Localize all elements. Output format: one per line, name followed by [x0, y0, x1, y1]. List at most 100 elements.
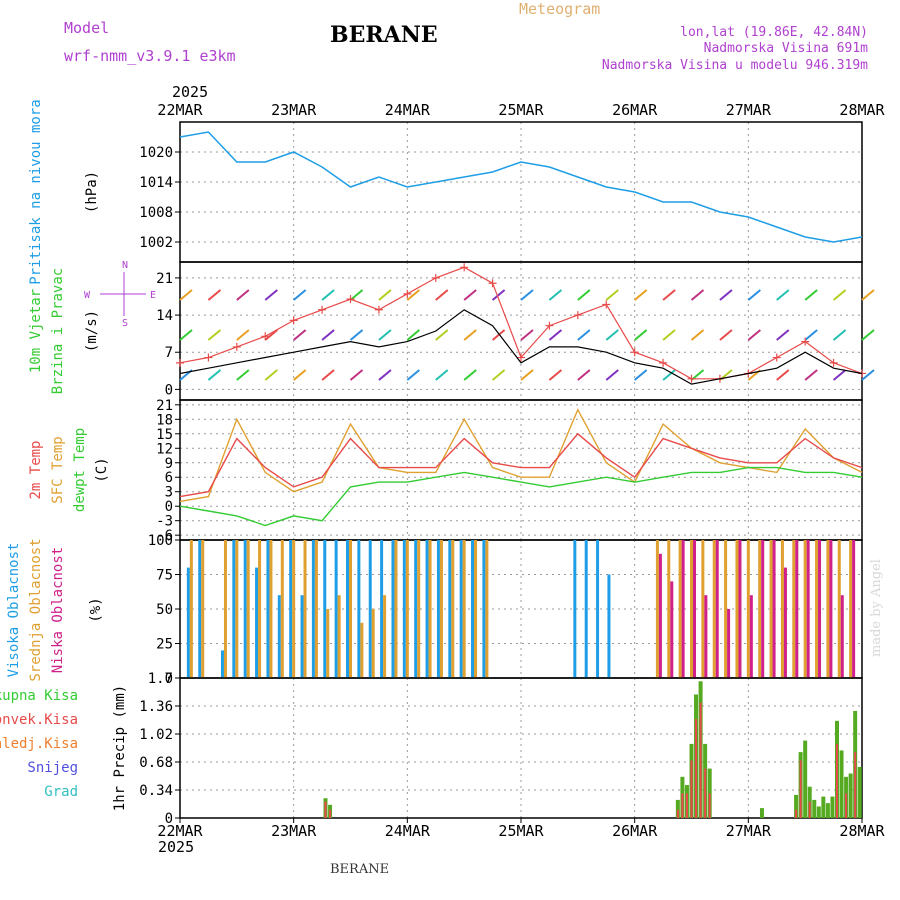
cloud-low-bar — [727, 609, 731, 678]
cloud-high-bar — [414, 540, 418, 678]
y-tick-label: 25 — [156, 637, 173, 653]
cloud-mid-bar — [383, 595, 387, 678]
wind-arrow — [861, 369, 875, 381]
wind-gust-marker — [517, 353, 525, 362]
wind-arrow — [776, 329, 790, 341]
cloud-mid-bar — [417, 540, 421, 678]
x-tick-label-bottom: 22MAR — [157, 822, 203, 840]
wind-arrow — [321, 369, 335, 381]
pressure-series-line — [179, 131, 863, 243]
y-tick-label: 21 — [156, 271, 173, 287]
wind-arrow — [293, 369, 307, 381]
cloud-mid-bar — [235, 540, 239, 678]
precip-convective-bar — [329, 809, 332, 818]
y-tick-label: 9 — [165, 456, 173, 472]
station-title: BERANE — [330, 22, 438, 48]
x-tick-label-top: 27MAR — [726, 101, 772, 119]
precip-convective-bar — [676, 809, 679, 818]
wind-arrow — [861, 329, 875, 341]
y-tick-label: 15 — [156, 427, 173, 443]
wind-arrow — [293, 329, 307, 341]
cloud-low-bar — [693, 540, 696, 678]
y-tick-label: 75 — [156, 568, 173, 584]
year-top: 2025 — [172, 83, 209, 101]
precip-convective-bar — [835, 743, 838, 818]
wind-arrow — [548, 329, 563, 341]
wind-arrow — [804, 369, 818, 381]
y-tick-label: 1.36 — [139, 699, 173, 715]
wind-gust-marker — [659, 358, 668, 367]
wind-arrow — [349, 329, 364, 341]
cloud-mid-bar — [258, 540, 262, 678]
cloud-low-bar — [715, 540, 719, 678]
wind-arrow — [406, 329, 420, 341]
compass-south: S — [122, 318, 128, 329]
y-tick-label: -6 — [156, 528, 173, 544]
cloud-high-bar — [198, 540, 202, 678]
lonlat-label: lon,lat (19.86E, 42.84N) — [680, 25, 868, 40]
precip-legend-4: Grad — [44, 784, 78, 800]
wind-arrow — [491, 289, 506, 301]
cloud-high-bar — [368, 540, 372, 678]
wind-gust-marker — [374, 305, 383, 314]
y-tick-label: 12 — [156, 441, 173, 457]
cloud-low-bar — [829, 540, 833, 678]
cloud-high-bar — [584, 540, 588, 678]
wind-arrow — [406, 289, 420, 301]
wind-arrow — [832, 289, 847, 301]
wind-arrow — [662, 369, 676, 381]
wind-arrow — [605, 369, 619, 381]
temp-unit-label: (C) — [94, 457, 110, 482]
cloud-high-bar — [402, 540, 406, 678]
y-tick-label: 14 — [156, 308, 173, 324]
wind-arrow — [463, 369, 477, 381]
sfc-temp-axis-title: SFC Temp — [50, 436, 66, 503]
wind-arrow — [179, 329, 193, 341]
x-tick-label-bottom: 27MAR — [726, 822, 772, 840]
cloud-mid-bar — [269, 540, 273, 678]
cloud-high-bar — [289, 540, 293, 678]
precip-convective-bar — [845, 793, 848, 818]
cloud-high-bar — [448, 540, 452, 678]
meteogram-title: Meteogram — [519, 0, 601, 18]
cloud-high-bar — [425, 540, 429, 678]
model-altitude-label: Nadmorska Visina u modelu 946.319m — [601, 58, 868, 73]
cloud-mid-bar — [201, 540, 205, 678]
cloud-low-bar — [783, 567, 787, 678]
cloud-high-bar — [266, 540, 270, 678]
wind-arrow — [577, 289, 591, 301]
cloud-unit-label: (%) — [88, 597, 104, 622]
precip-total-bar — [821, 796, 826, 818]
wind-axis-subtitle: Brzina i Pravac — [50, 268, 66, 394]
cloud-mid-bar — [314, 540, 318, 678]
y-tick-label: 1008 — [139, 205, 173, 221]
precip-convective-bar — [795, 809, 798, 818]
cloud-mid-bar — [769, 540, 773, 678]
cloud-high-bar — [459, 540, 463, 678]
wind-arrow — [378, 289, 392, 301]
cloud-mid-bar — [724, 540, 728, 678]
temp2m-axis-title: 2m Temp — [28, 440, 44, 499]
wind-gust-marker — [289, 316, 298, 325]
cloud-mid-bar — [349, 540, 352, 678]
dewpt-axis-title: dewpt Temp — [72, 428, 88, 512]
y-tick-label: 3 — [165, 485, 173, 501]
wind-arrow — [207, 289, 222, 301]
wind-arrow — [520, 329, 534, 341]
wind-arrow — [264, 329, 278, 341]
wind-arrow — [491, 369, 506, 381]
compass-west: W — [84, 290, 91, 301]
wind-arrow — [832, 329, 847, 341]
precip-convective-bar — [854, 752, 857, 818]
y-tick-label: 6 — [165, 470, 173, 486]
precip-convective-bar — [699, 702, 702, 818]
cloud-high-bar — [220, 650, 224, 678]
x-tick-label-bottom: 23MAR — [271, 822, 317, 840]
x-tick-label-top: 23MAR — [271, 101, 317, 119]
cloud-mid-bar — [371, 609, 375, 678]
wind-arrow — [207, 329, 222, 341]
wind-arrow — [605, 329, 619, 341]
wind-arrow — [378, 329, 392, 341]
cloud-high-bar — [346, 540, 349, 678]
